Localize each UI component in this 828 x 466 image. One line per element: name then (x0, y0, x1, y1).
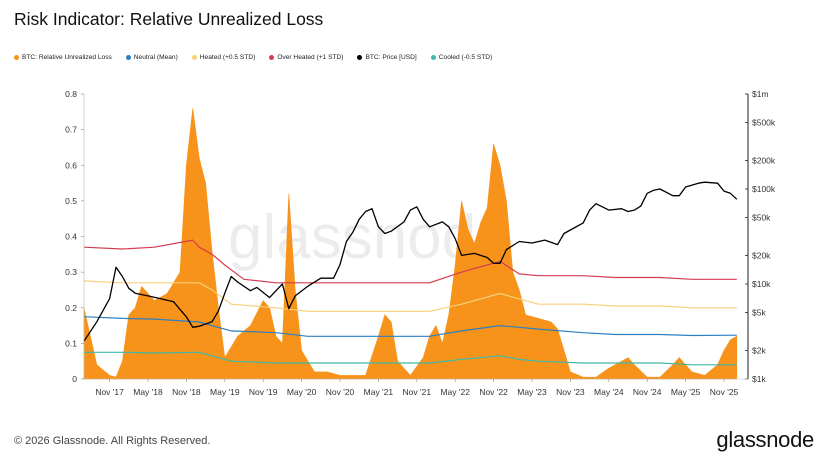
left-tick-label: 0.2 (65, 303, 77, 313)
x-tick-label: May '20 (287, 387, 317, 397)
x-tick-label: Nov '22 (479, 387, 508, 397)
legend-item[interactable]: Over Heated (+1 STD) (269, 54, 343, 61)
legend-label: BTC: Price [USD] (365, 53, 417, 61)
legend-swatch (357, 54, 363, 60)
legend-swatch (191, 54, 197, 60)
legend-item[interactable]: BTC: Price [USD] (357, 53, 417, 61)
x-tick-label: Nov '17 (95, 387, 124, 397)
legend-label: Cooled (-0.5 STD) (438, 53, 493, 61)
right-tick-label: $100k (752, 184, 776, 194)
x-tick-label: Nov '23 (556, 387, 585, 397)
right-tick-label: $1m (752, 89, 769, 99)
series-line-over-heated-1-std (83, 239, 737, 284)
lines-layer (83, 181, 738, 366)
right-tick-label: $2k (752, 345, 766, 355)
x-tick-label: Nov '20 (326, 387, 355, 397)
left-tick-label: 0.5 (65, 196, 77, 206)
legend-swatch (14, 54, 19, 60)
legend-swatch (430, 54, 436, 60)
x-tick-label: Nov '25 (710, 387, 739, 397)
chart-legend: BTC: Relative Unrealized Loss Neutral (Me… (14, 50, 492, 64)
brand-logo: glassnode (716, 427, 814, 452)
left-tick-label: 0.4 (65, 232, 77, 242)
axis-layer: 0 0.1 0.2 0.3 0.4 0.5 0.6 0.7 0.8 $1k $2k $5k $10k $2… (65, 89, 776, 397)
x-tick-label: Nov '19 (249, 387, 278, 397)
legend-item[interactable]: Cooled (-0.5 STD) (430, 53, 493, 61)
x-tick-label: Nov '24 (633, 387, 662, 397)
chart-title: Risk Indicator: Relative Unrealized Loss (14, 9, 324, 29)
legend-item[interactable]: Heated (+0.5 STD) (191, 53, 256, 61)
legend-swatch (269, 54, 275, 60)
series-line-neutral-mean (83, 316, 737, 337)
x-tick-label: May '24 (594, 387, 624, 397)
x-tick-label: May '22 (440, 387, 470, 397)
left-tick-label: 0.7 (65, 125, 77, 135)
area-layer (83, 108, 738, 380)
series-area-relative-unrealized-loss (83, 108, 738, 380)
legend-item[interactable]: BTC: Relative Unrealized Loss (14, 54, 112, 61)
right-tick-label: $10k (752, 279, 771, 289)
right-tick-label: $200k (752, 155, 776, 165)
legend-label: Neutral (Mean) (133, 53, 178, 61)
x-tick-label: May '23 (517, 387, 547, 397)
series-line-heated-0-5-std (83, 280, 737, 312)
x-tick-label: May '25 (671, 387, 701, 397)
legend-label: Heated (+0.5 STD) (199, 53, 256, 61)
left-tick-label: 0 (72, 374, 77, 384)
legend-item[interactable]: Neutral (Mean) (125, 53, 178, 61)
left-tick-label: 0.6 (65, 160, 77, 170)
legend-label: BTC: Relative Unrealized Loss (22, 53, 112, 61)
legend-label: Over Heated (+1 STD) (277, 53, 344, 61)
right-tick-label: $1k (752, 374, 766, 384)
copyright-footer: © 2026 Glassnode. All Rights Reserved. (14, 435, 211, 447)
series-line-btc-price-usd (83, 181, 738, 342)
left-tick-label: 0.3 (65, 267, 77, 277)
x-tick-label: May '18 (133, 387, 163, 397)
right-tick-label: $500k (752, 118, 776, 128)
left-tick-label: 0.8 (65, 89, 77, 99)
series-line-cooled-0-5-std (84, 351, 737, 366)
x-tick-label: May '21 (364, 387, 394, 397)
x-tick-label: Nov '21 (403, 387, 432, 397)
x-tick-label: Nov '18 (172, 387, 201, 397)
right-tick-label: $50k (752, 213, 771, 223)
legend-swatch (125, 54, 131, 60)
right-tick-label: $20k (752, 250, 771, 260)
left-tick-label: 0.1 (65, 338, 77, 348)
right-tick-label: $5k (752, 308, 766, 318)
x-tick-label: May '19 (210, 387, 240, 397)
chart-svg: glassnode 00.10.20.30.40.50.60.70.8$1k$2… (65, 89, 776, 397)
